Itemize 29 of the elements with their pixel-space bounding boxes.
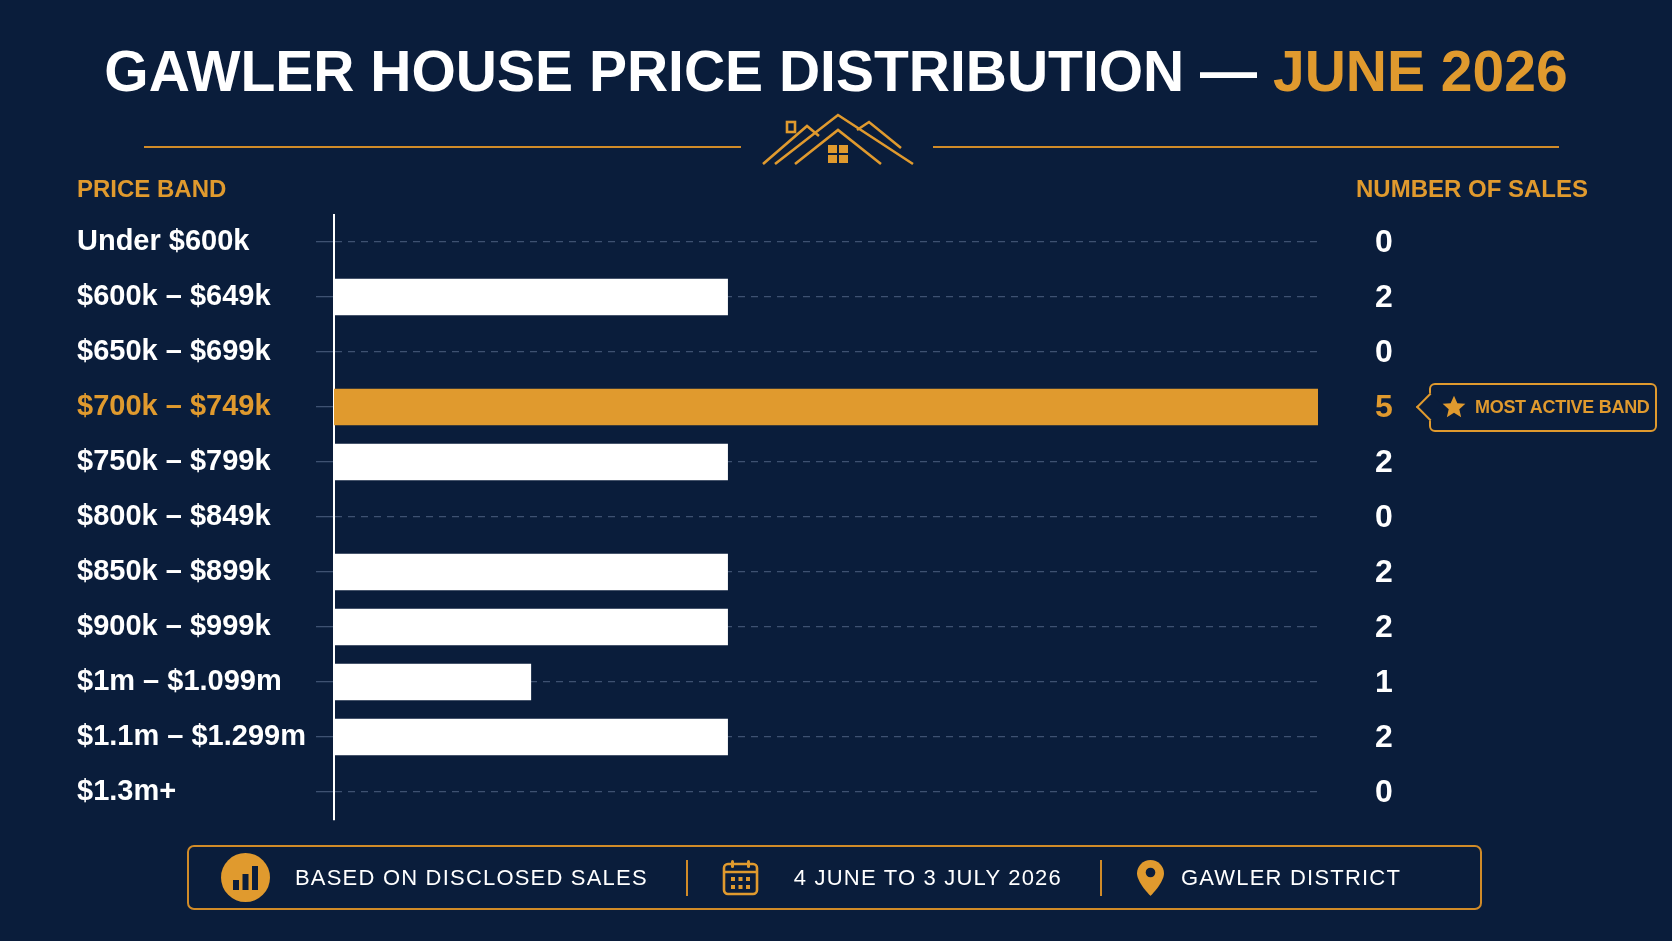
y-tick-label: $800k – $849k (77, 499, 272, 531)
data-label: 0 (1375, 497, 1393, 534)
y-tick-label: $850k – $899k (77, 554, 272, 586)
y-axis-title: PRICE BAND (77, 175, 227, 203)
y-tick-label: $650k – $699k (77, 334, 272, 366)
data-label: 0 (1375, 772, 1393, 809)
x-axis-title: NUMBER OF SALES (1355, 175, 1588, 203)
text: GAWLER DISTRICT (1180, 864, 1402, 891)
data-label: 0 (1375, 222, 1393, 259)
text: MOST ACTIVE BAND (1475, 395, 1650, 419)
data-label: 2 (1375, 607, 1393, 644)
text: BASED ON DISCLOSED SALES (295, 864, 648, 891)
chart-title: GAWLER HOUSE PRICE DISTRIBUTION — JUNE 2026 (103, 39, 1569, 103)
y-tick-label: $700k – $749k (77, 389, 272, 421)
data-label: 2 (1375, 442, 1393, 479)
y-tick-label: $900k – $999k (77, 609, 272, 641)
data-label: 0 (1375, 332, 1393, 369)
y-tick-label: $750k – $799k (77, 444, 272, 476)
data-label: 2 (1375, 717, 1393, 754)
data-label: 5 (1375, 387, 1393, 424)
text: 4 JUNE TO 3 JULY 2026 (793, 864, 1062, 891)
data-label: 2 (1375, 277, 1393, 314)
y-tick-label: $1m – $1.099m (77, 664, 282, 696)
data-label: 1 (1375, 662, 1393, 699)
y-tick-label: $1.1m – $1.299m (77, 719, 306, 751)
y-tick-label: Under $600k (77, 224, 251, 256)
y-tick-label: $1.3m+ (77, 774, 177, 806)
y-tick-label: $600k – $649k (77, 279, 272, 311)
data-label: 2 (1375, 552, 1393, 589)
